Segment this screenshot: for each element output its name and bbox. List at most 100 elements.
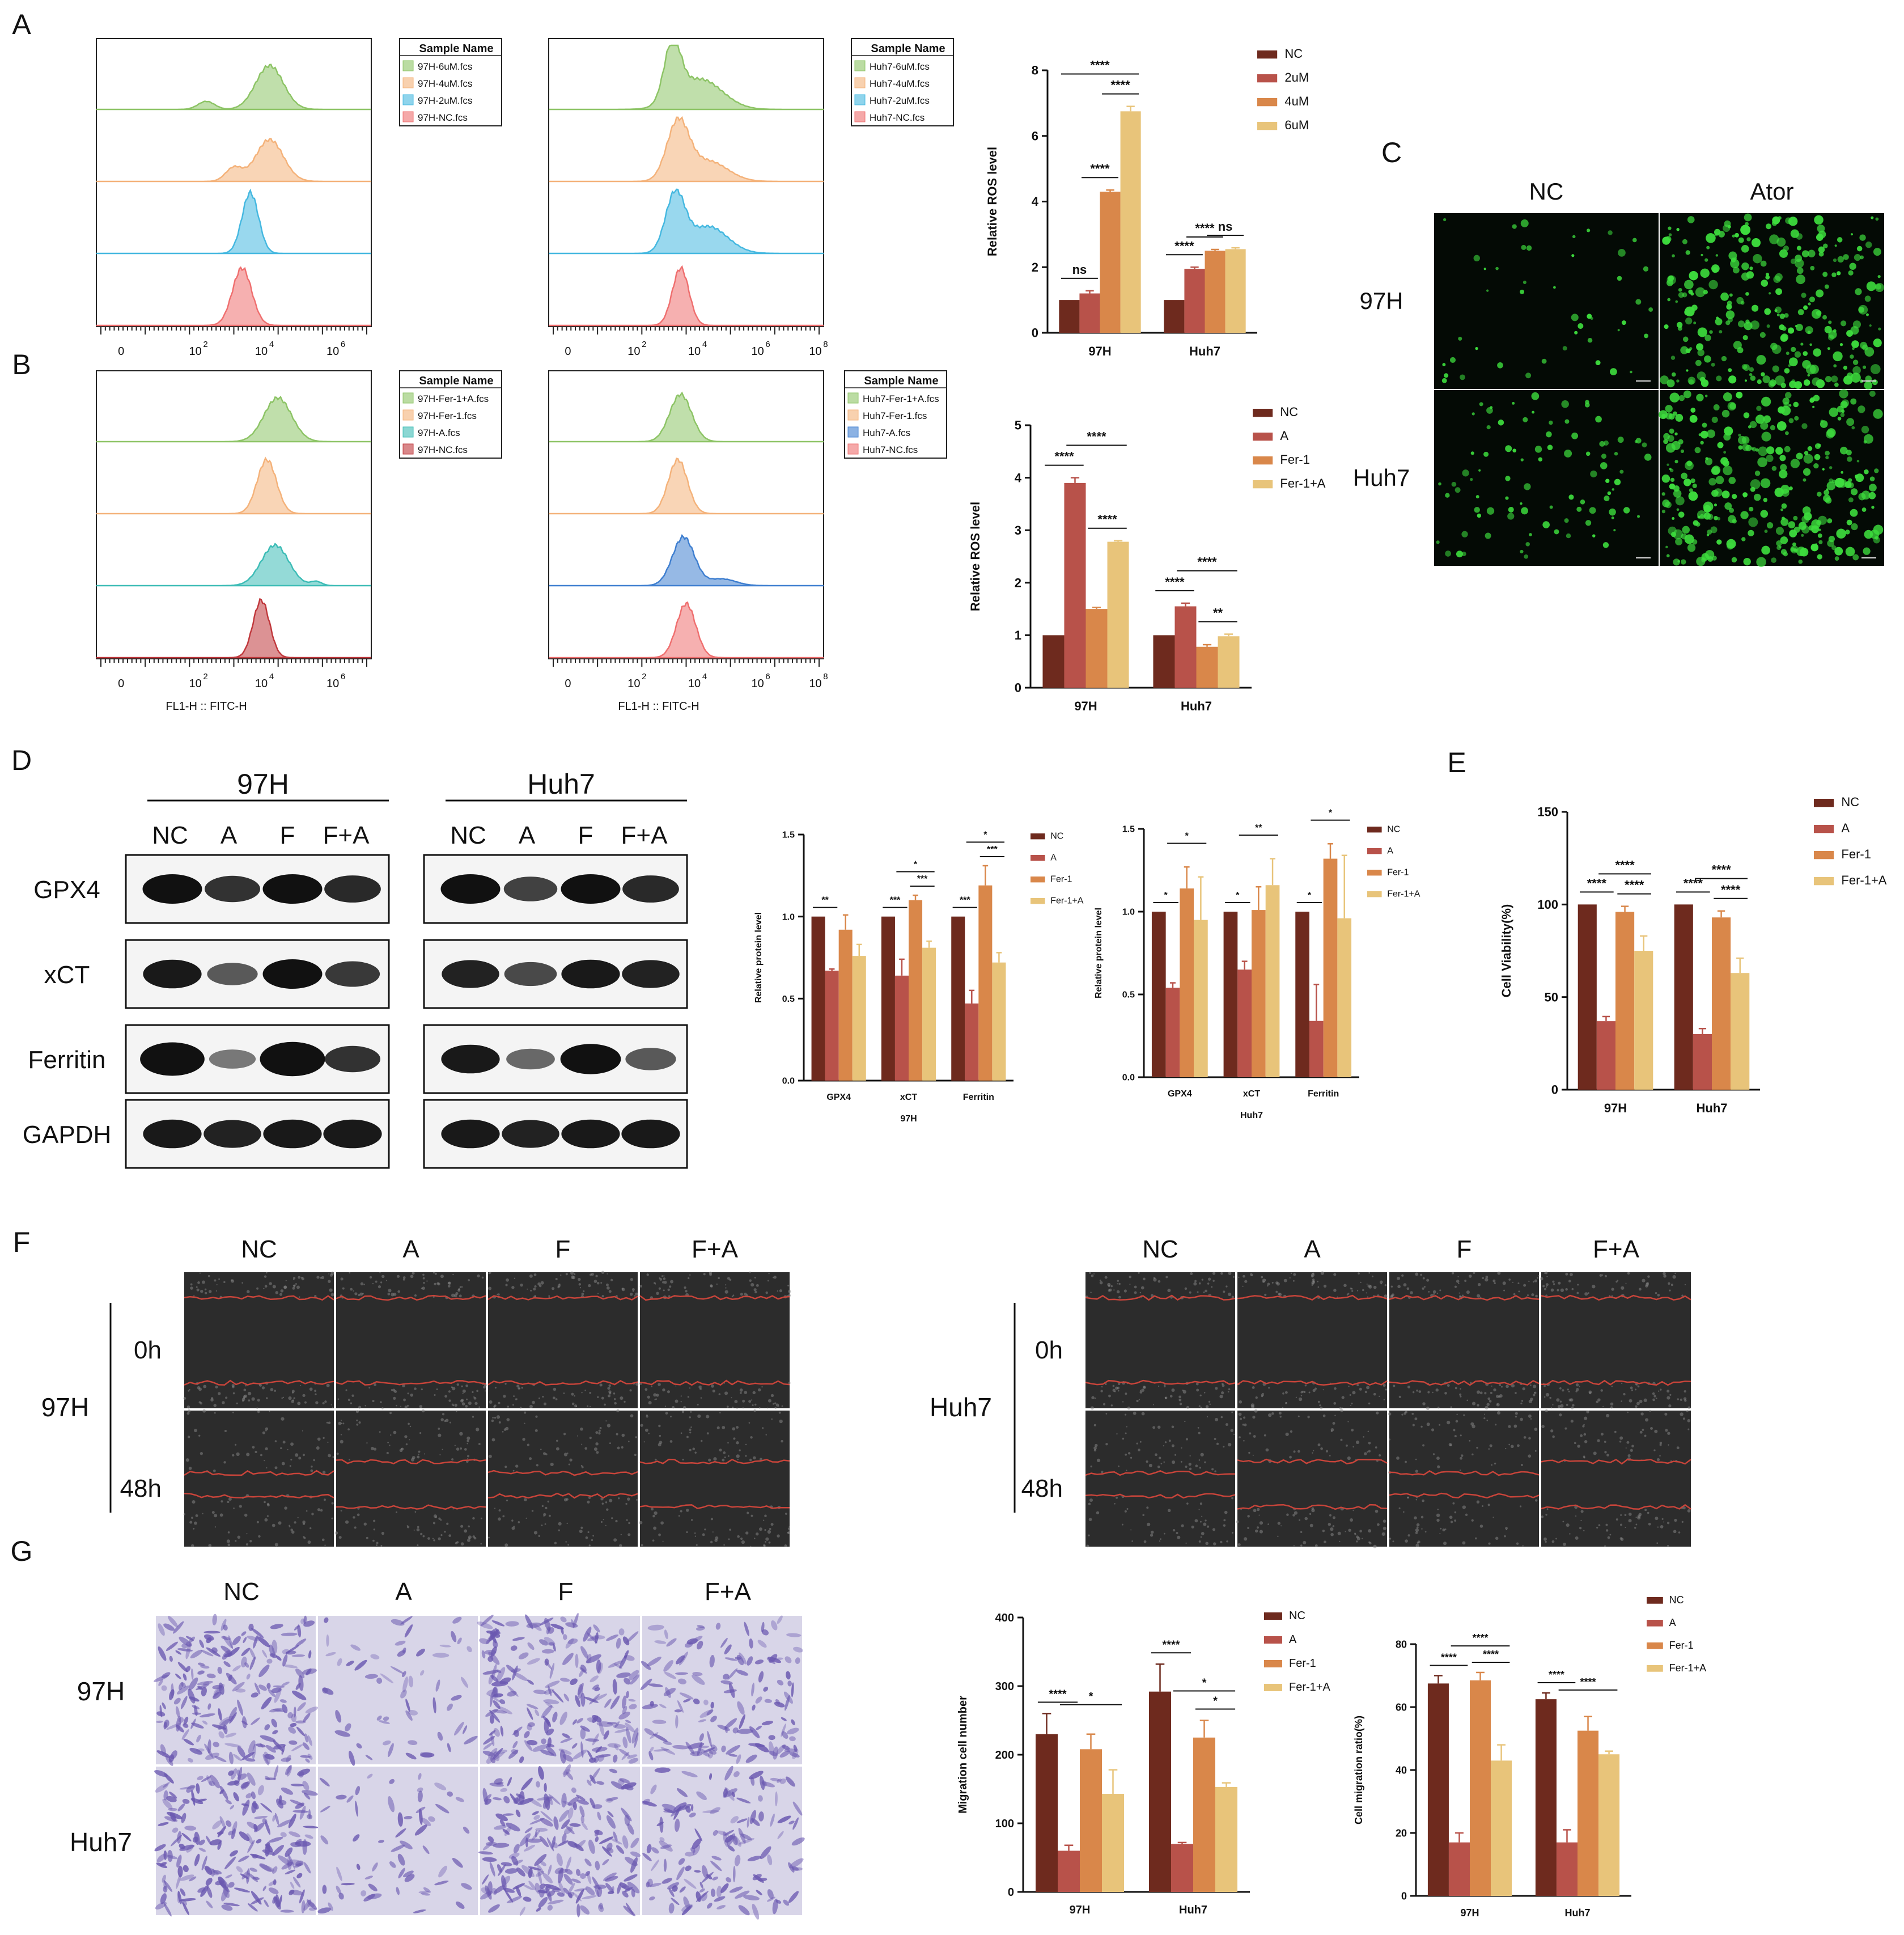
stained-cell bbox=[277, 1819, 292, 1828]
stained-cell bbox=[774, 1791, 778, 1807]
stained-cell bbox=[489, 1782, 504, 1787]
stained-cell bbox=[606, 1843, 613, 1852]
cell-texture bbox=[331, 1502, 334, 1505]
stained-cell bbox=[596, 1721, 613, 1727]
fluorescent-cell bbox=[1505, 476, 1511, 481]
fluorescent-cell bbox=[1803, 454, 1813, 464]
stained-cell bbox=[447, 1743, 451, 1752]
cell-texture bbox=[1635, 1388, 1637, 1391]
cell-texture bbox=[1397, 1285, 1401, 1289]
cell-texture bbox=[1550, 1288, 1554, 1292]
legend-swatch bbox=[1647, 1665, 1663, 1672]
stained-cell bbox=[622, 1835, 629, 1849]
x-tick-exponent: 2 bbox=[642, 672, 646, 681]
cell-texture bbox=[765, 1537, 769, 1541]
category-label: Huh7 bbox=[1697, 1101, 1728, 1115]
cell-texture bbox=[1421, 1528, 1423, 1530]
cell-texture bbox=[593, 1447, 597, 1451]
fluorescent-cell bbox=[1801, 423, 1808, 429]
cell-texture bbox=[1519, 1505, 1522, 1508]
stained-cell bbox=[595, 1754, 611, 1758]
cell-texture bbox=[744, 1391, 748, 1394]
stained-cell bbox=[542, 1716, 551, 1725]
protein-label: GAPDH bbox=[23, 1121, 111, 1149]
cell-texture bbox=[543, 1513, 546, 1516]
stained-cell bbox=[241, 1648, 250, 1656]
x-tick-exponent: 2 bbox=[203, 340, 207, 349]
fluorescent-cell bbox=[1869, 484, 1877, 492]
stained-cell bbox=[218, 1708, 222, 1721]
stained-cell bbox=[493, 1797, 502, 1801]
cell-texture bbox=[1401, 1274, 1404, 1277]
fluorescent-cell bbox=[1478, 469, 1481, 472]
blot-band bbox=[440, 874, 501, 904]
cell-texture bbox=[266, 1467, 268, 1469]
stained-cell bbox=[592, 1877, 601, 1891]
flow-b-huh7-hist-0 bbox=[549, 391, 824, 443]
stained-cell bbox=[580, 1815, 584, 1823]
stained-cell bbox=[755, 1696, 762, 1704]
stained-cell bbox=[677, 1678, 687, 1684]
cell-texture bbox=[198, 1434, 201, 1437]
stained-cell bbox=[716, 1905, 726, 1909]
cell-texture bbox=[347, 1399, 350, 1402]
stained-cell bbox=[523, 1844, 536, 1852]
stained-cell bbox=[766, 1896, 775, 1902]
stained-cell bbox=[727, 1668, 738, 1680]
cell-texture bbox=[381, 1407, 384, 1409]
wound-edge bbox=[1541, 1294, 1691, 1301]
fluorescent-cell bbox=[1737, 347, 1744, 354]
cell-texture bbox=[1621, 1286, 1625, 1290]
fluorescent-cell bbox=[1850, 398, 1857, 405]
cell-texture bbox=[340, 1510, 342, 1512]
fluorescent-cell bbox=[1864, 381, 1873, 390]
stained-cell bbox=[391, 1844, 405, 1852]
cell-texture bbox=[1535, 1294, 1538, 1298]
cell-texture bbox=[381, 1531, 385, 1535]
panel-f-col-label: F bbox=[555, 1235, 571, 1263]
protein-label: Ferritin bbox=[28, 1046, 106, 1074]
cell-texture bbox=[1197, 1426, 1199, 1429]
significance-label: ** bbox=[1213, 606, 1223, 620]
stained-cell bbox=[489, 1715, 494, 1724]
stained-cell bbox=[206, 1647, 221, 1657]
fluorescent-cell bbox=[1834, 556, 1839, 561]
cell-texture bbox=[1366, 1292, 1367, 1294]
fluorescent-cell bbox=[1685, 250, 1690, 255]
fluorescent-cell bbox=[1644, 454, 1652, 461]
legend-entry: 97H-A.fcs bbox=[418, 427, 460, 438]
cell-texture bbox=[1205, 1289, 1207, 1293]
stained-cell bbox=[720, 1680, 733, 1685]
cell-texture bbox=[1406, 1287, 1410, 1290]
cell-texture bbox=[1216, 1442, 1219, 1445]
bar-NC-GPX4 bbox=[1151, 912, 1166, 1077]
cell-texture bbox=[1356, 1384, 1359, 1387]
stained-cell bbox=[781, 1723, 786, 1737]
stained-cell bbox=[791, 1837, 805, 1846]
stained-cell bbox=[378, 1840, 384, 1843]
cell-texture bbox=[585, 1536, 588, 1539]
stained-cell bbox=[264, 1754, 275, 1760]
cell-texture bbox=[1393, 1384, 1396, 1387]
stained-cell bbox=[307, 1754, 313, 1760]
cell-texture bbox=[1350, 1518, 1354, 1522]
cell-texture bbox=[1189, 1455, 1191, 1456]
cell-texture bbox=[467, 1455, 470, 1458]
cell-texture bbox=[1190, 1272, 1193, 1276]
fluorescent-cell bbox=[1827, 518, 1833, 524]
fluorescent-cell bbox=[1782, 426, 1785, 429]
stained-cell bbox=[503, 1813, 514, 1816]
cell-texture bbox=[787, 1285, 790, 1287]
cell-texture bbox=[275, 1291, 279, 1294]
cell-texture bbox=[1506, 1384, 1509, 1388]
cell-texture bbox=[368, 1387, 371, 1389]
stained-cell bbox=[288, 1726, 296, 1734]
cell-texture bbox=[779, 1289, 783, 1293]
cell-texture bbox=[1546, 1276, 1548, 1277]
cell-texture bbox=[538, 1284, 542, 1288]
cell-texture bbox=[1110, 1285, 1113, 1288]
stained-cell bbox=[299, 1771, 304, 1778]
cell-texture bbox=[1126, 1508, 1129, 1510]
